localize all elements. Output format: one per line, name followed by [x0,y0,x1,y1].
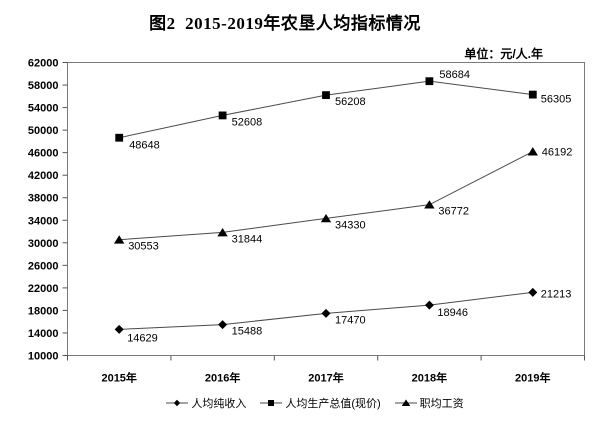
square-marker-per-capita-gdp-current-price [218,111,227,120]
y-axis-tick-label: 62000 [28,58,59,70]
data-label-per-capita-net-income: 17470 [335,314,366,326]
y-axis-tick-label: 38000 [28,193,59,205]
series-line-average-worker-wage [119,151,534,241]
legend-item-average-worker-wage: 职均工资 [394,395,464,411]
diamond-marker-per-capita-net-income [528,287,538,297]
chart-title: 图2 2015-2019年农垦人均指标情况 [149,14,421,33]
y-axis-tick-label: 26000 [28,260,59,272]
y-axis-tick-label: 18000 [28,305,59,317]
triangle-legend-marker-icon [394,399,417,406]
y-axis-tick-label: 42000 [28,170,59,182]
legend: 人均纯收入 人均生产总值(现价) 职均工资 [67,394,563,412]
data-label-per-capita-gdp-current-price: 58684 [439,69,470,81]
data-label-average-worker-wage: 30553 [128,241,159,253]
x-axis-tick-label: 2016年 [205,371,240,385]
y-axis-tick-label: 34000 [28,215,59,227]
data-label-per-capita-net-income: 18946 [437,307,468,319]
data-label-per-capita-gdp-current-price: 56305 [541,94,572,106]
x-axis-tick-label: 2015年 [101,371,136,385]
y-axis-tick-label: 50000 [28,125,59,137]
legend-item-per-capita-gdp-current-price: 人均生产总值(现价) [260,395,381,411]
data-label-per-capita-gdp-current-price: 48648 [129,140,160,152]
square-marker-per-capita-gdp-current-price [322,91,330,100]
legend-label: 职均工资 [419,398,464,410]
diamond-marker-per-capita-net-income [218,320,228,330]
square-marker-per-capita-gdp-current-price [115,133,124,142]
diamond-marker-per-capita-net-income [114,324,124,334]
series-line-per-capita-gdp-current-price [119,80,533,139]
data-label-per-capita-net-income: 14629 [127,332,158,344]
y-axis-tick-label: 14000 [28,328,59,340]
legend-label: 人均纯收入 [191,398,247,410]
x-axis-tick-label: 2018年 [412,371,447,385]
triangle-marker-average-worker-wage [424,200,435,209]
plot-border [67,62,585,356]
data-label-per-capita-gdp-current-price: 56208 [335,96,366,108]
y-axis-tick-label: 10000 [28,351,59,363]
legend-item-per-capita-net-income: 人均纯收入 [166,395,246,411]
y-axis-tick-label: 46000 [28,148,59,160]
triangle-marker-average-worker-wage [320,214,332,223]
legend-label: 人均生产总值(现价) [285,398,381,410]
y-axis-tick-label: 54000 [28,103,59,115]
y-axis-tick-label: 58000 [28,80,59,92]
data-label-average-worker-wage: 31844 [232,233,263,245]
diamond-legend-marker-icon [166,399,189,407]
diamond-marker-per-capita-net-income [424,300,434,310]
data-label-average-worker-wage: 46192 [542,147,573,159]
x-axis-tick-label: 2017年 [308,371,343,385]
triangle-marker-average-worker-wage [114,235,125,244]
square-legend-marker-icon [260,400,283,406]
data-label-per-capita-net-income: 15488 [232,326,263,338]
triangle-marker-average-worker-wage [217,228,228,237]
square-marker-per-capita-gdp-current-price [528,90,537,99]
data-label-per-capita-gdp-current-price: 52608 [232,116,263,128]
x-axis-tick-label: 2019年 [515,371,550,385]
data-label-average-worker-wage: 34330 [335,219,366,231]
y-axis-tick-label: 30000 [28,238,59,250]
triangle-marker-average-worker-wage [527,147,538,156]
y-axis-tick-label: 22000 [28,283,59,295]
diamond-marker-per-capita-net-income [321,308,331,318]
square-marker-per-capita-gdp-current-price [425,77,434,86]
data-label-per-capita-net-income: 21213 [541,288,572,300]
unit-label: 单位：元/人.年 [464,47,543,61]
data-label-average-worker-wage: 36772 [438,206,469,218]
